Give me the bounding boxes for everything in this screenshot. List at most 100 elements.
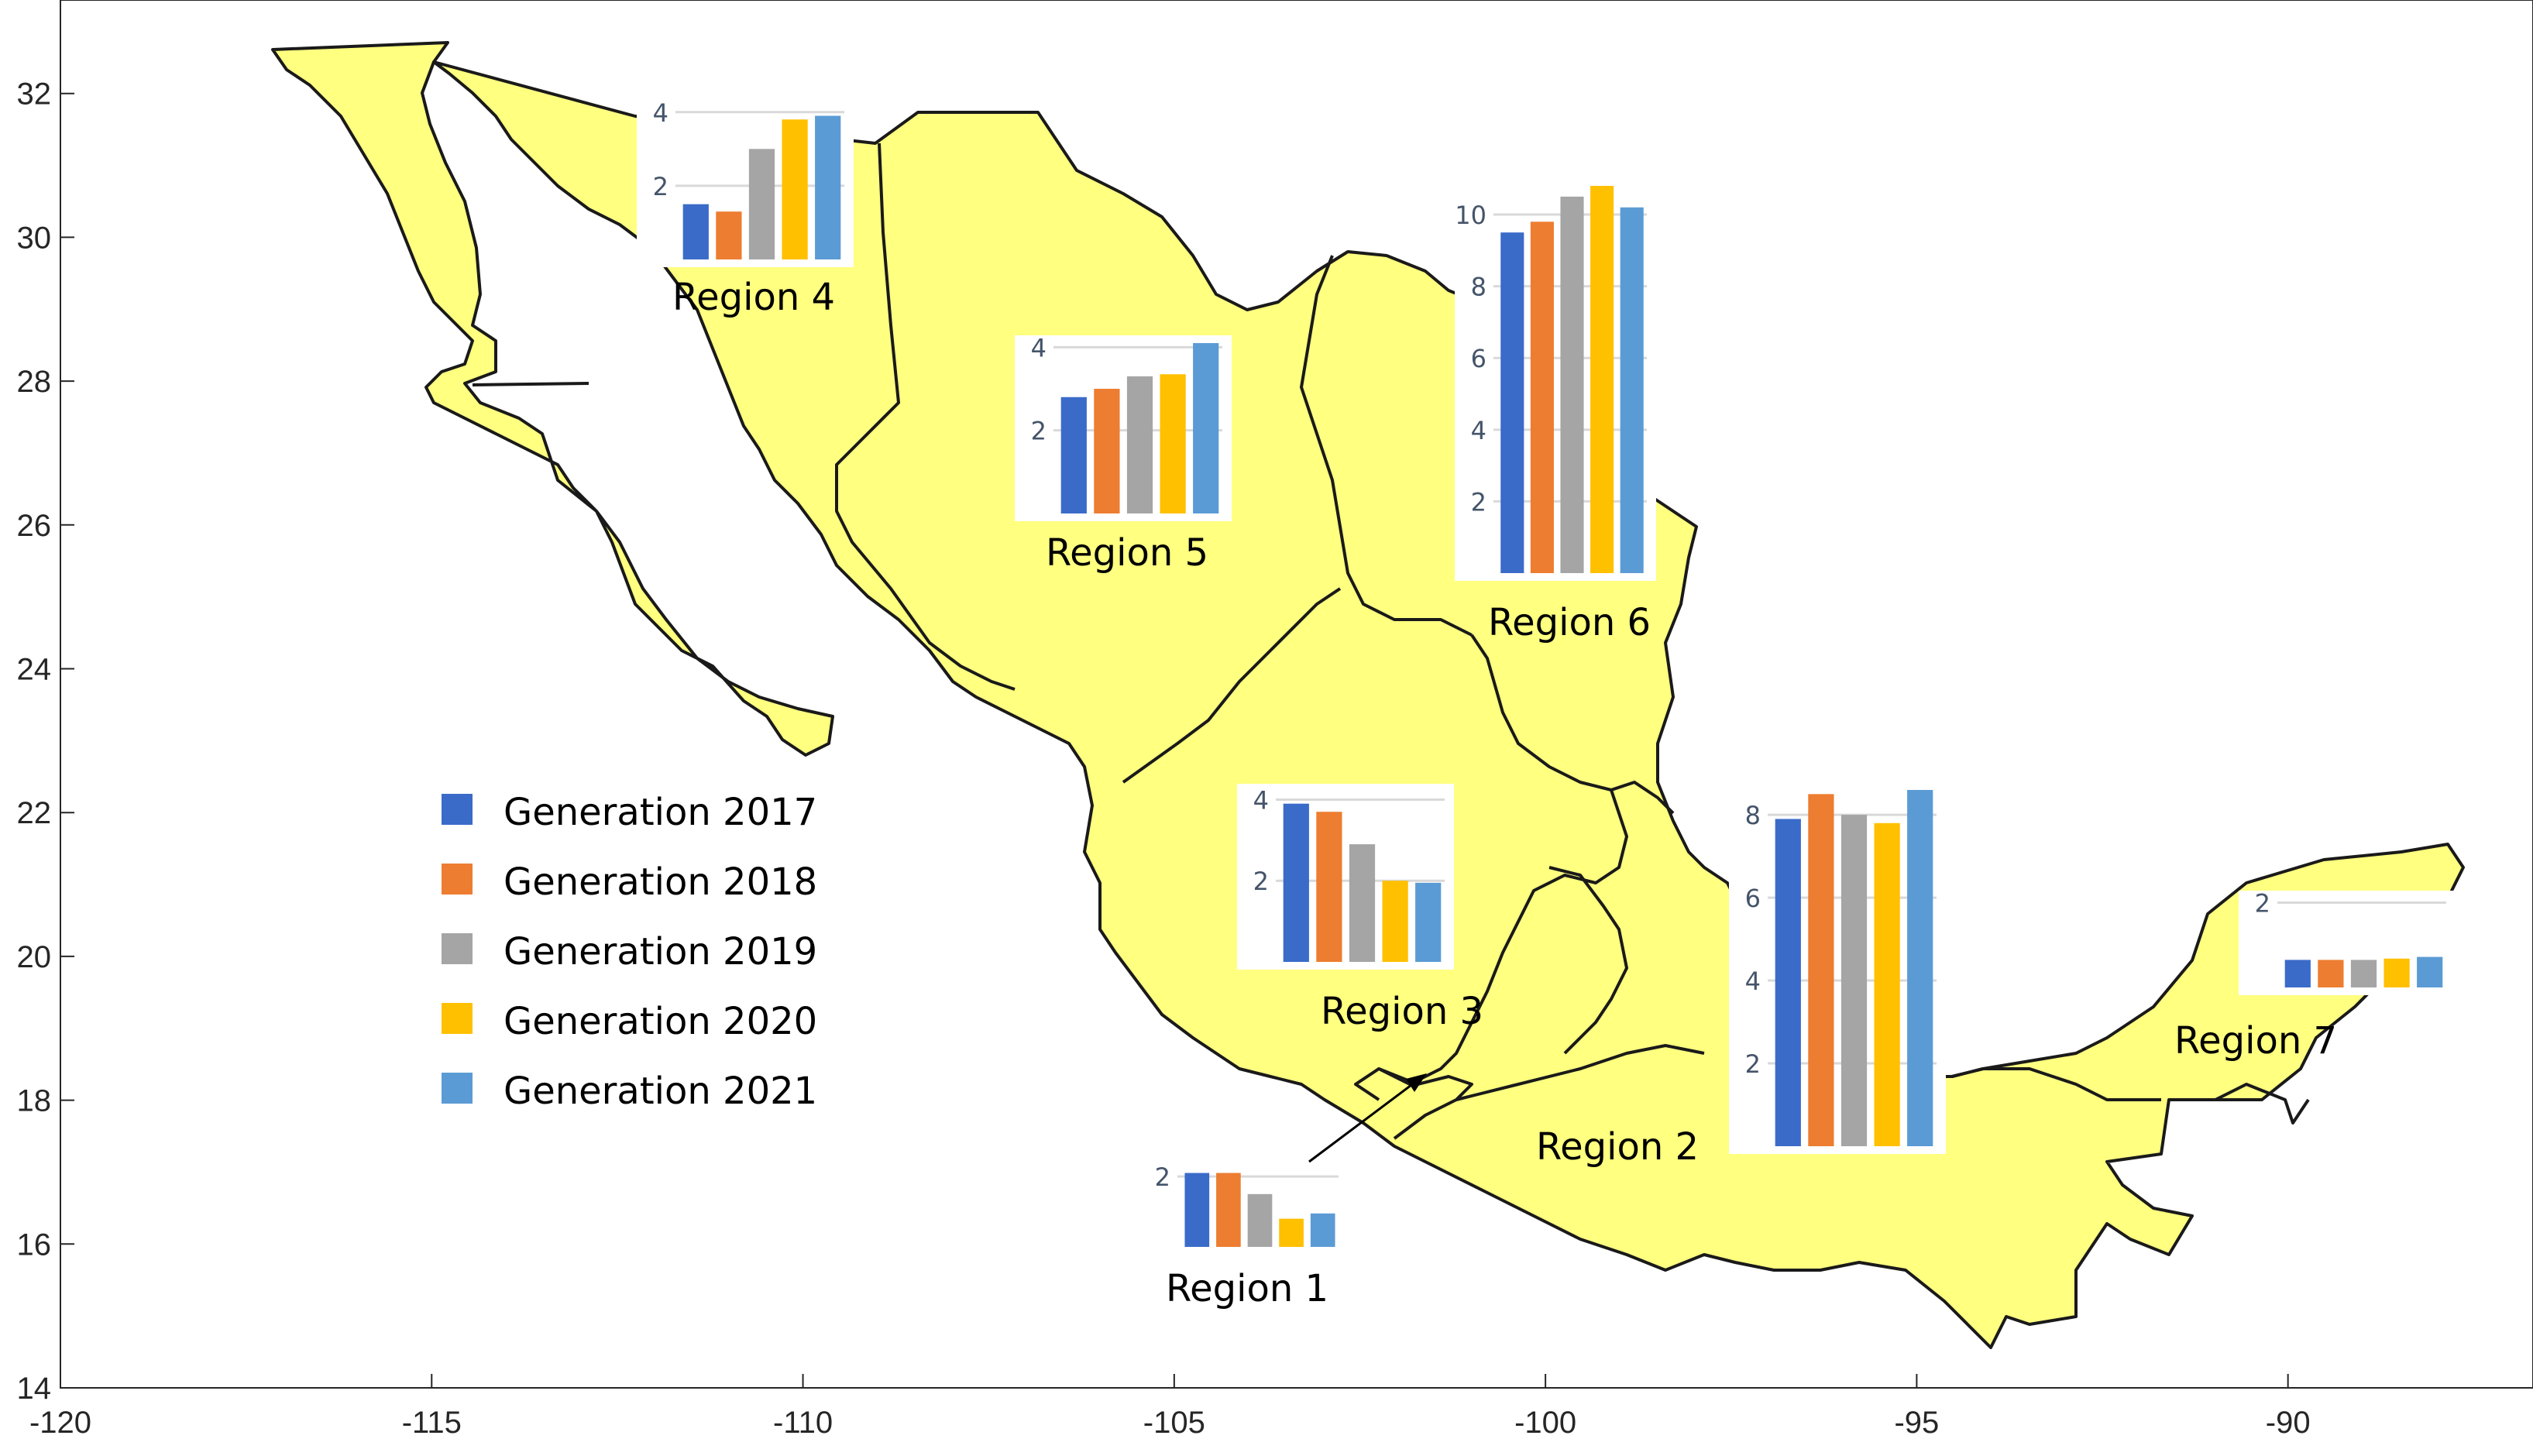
mini-chart-region-2: 2 4 6 8 Region 2 bbox=[1536, 782, 1946, 1169]
mini-y-tick-label: 4 bbox=[653, 98, 668, 128]
y-tick-label: 14 bbox=[17, 1372, 52, 1406]
region-label: Region 3 bbox=[1321, 990, 1483, 1033]
bar-region-3-2020 bbox=[1382, 881, 1408, 962]
mini-y-tick-label: 10 bbox=[1455, 201, 1486, 230]
border-region2-region7 bbox=[1951, 1067, 2161, 1101]
bar-region-5-2019 bbox=[1126, 376, 1153, 513]
y-tick-group: 14 16 18 20 22 24 26 28 30 32 bbox=[17, 77, 74, 1406]
legend-label: Generation 2018 bbox=[504, 860, 817, 904]
bar-region-5-2017 bbox=[1060, 397, 1087, 513]
legend-label: Generation 2020 bbox=[504, 1000, 817, 1043]
bar-region-2-2019 bbox=[1840, 815, 1868, 1146]
legend-swatch bbox=[442, 1003, 473, 1034]
bar-region-4-2020 bbox=[782, 119, 808, 259]
bar-region-7-2020 bbox=[2383, 958, 2410, 987]
mini-charts: 2 Region 1 2 4 6 8 Region 2 2 4 Region 3 2 4 Region … bbox=[637, 98, 2456, 1310]
bar-region-2-2020 bbox=[1874, 822, 1900, 1146]
bar-region-7-2018 bbox=[2318, 960, 2344, 987]
bar-region-1-2017 bbox=[1184, 1173, 1210, 1247]
bar-region-3-2018 bbox=[1316, 812, 1342, 962]
bar-region-1-2018 bbox=[1216, 1173, 1241, 1247]
bar-region-2-2021 bbox=[1907, 790, 1933, 1146]
x-tick-label: -120 bbox=[29, 1406, 91, 1440]
bar-region-6-2020 bbox=[1590, 186, 1614, 573]
y-tick-label: 20 bbox=[17, 940, 52, 974]
legend-swatch bbox=[442, 1073, 473, 1104]
border-region4-region5 bbox=[835, 143, 1016, 691]
bar-region-4-2021 bbox=[815, 115, 841, 259]
legend-swatch bbox=[442, 933, 473, 964]
region-borders bbox=[835, 143, 2310, 1140]
legend-label: Generation 2017 bbox=[504, 791, 817, 834]
y-tick-label: 30 bbox=[17, 221, 52, 255]
bar-region-2-2017 bbox=[1775, 819, 1801, 1146]
x-tick-label: -110 bbox=[773, 1406, 833, 1440]
mini-y-tick-label: 6 bbox=[1745, 884, 1761, 913]
mini-y-tick-label: 2 bbox=[1031, 417, 1047, 446]
mini-chart-region-7: 2 Region 7 bbox=[2174, 888, 2456, 1063]
bar-region-5-2018 bbox=[1094, 389, 1120, 513]
region-label: Region 5 bbox=[1046, 531, 1208, 575]
bar-region-4-2017 bbox=[682, 204, 709, 259]
bar-region-5-2020 bbox=[1160, 374, 1186, 513]
baja-state-border bbox=[472, 382, 589, 386]
y-tick-label: 28 bbox=[17, 365, 52, 399]
bar-region-1-2020 bbox=[1279, 1218, 1304, 1247]
baja-california-land bbox=[271, 41, 834, 757]
bar-region-5-2021 bbox=[1193, 343, 1219, 513]
border-region3-region6 bbox=[1470, 634, 1675, 815]
mini-y-tick-label: 6 bbox=[1471, 344, 1486, 373]
border-region5-region6 bbox=[1300, 255, 1473, 637]
mini-y-tick-label: 8 bbox=[1471, 273, 1486, 302]
mini-y-tick-label: 2 bbox=[1471, 487, 1486, 517]
y-tick-label: 32 bbox=[17, 77, 52, 112]
mini-chart-region-4: 2 4 Region 4 bbox=[637, 98, 854, 319]
region-label: Region 2 bbox=[1536, 1125, 1699, 1169]
mini-y-tick-label: 8 bbox=[1745, 801, 1761, 830]
region-label: Region 6 bbox=[1488, 601, 1651, 644]
legend-label: Generation 2019 bbox=[504, 930, 817, 974]
bar-region-4-2019 bbox=[748, 149, 775, 259]
x-tick-label: -105 bbox=[1143, 1406, 1205, 1440]
mini-chart-region-1: 2 Region 1 bbox=[1139, 1162, 1348, 1310]
mini-chart-region-3: 2 4 Region 3 bbox=[1237, 784, 1483, 1033]
legend-swatch bbox=[442, 794, 473, 825]
mini-y-tick-label: 2 bbox=[1745, 1049, 1761, 1079]
map-axes: -120 -115 -110 -105 -100 -95 -90 1416182022242… bbox=[17, 0, 2533, 1440]
mini-y-tick-label: 4 bbox=[1253, 785, 1269, 815]
border-region5-region3 bbox=[1122, 587, 1342, 784]
axes-frame bbox=[60, 0, 2533, 1389]
bar-region-3-2017 bbox=[1283, 803, 1309, 962]
x-tick-label: -90 bbox=[2266, 1406, 2311, 1440]
region-label: Region 4 bbox=[672, 276, 835, 319]
mini-y-tick-label: 2 bbox=[653, 172, 668, 201]
bar-region-7-2017 bbox=[2284, 960, 2311, 987]
bar-region-3-2019 bbox=[1349, 844, 1376, 962]
y-tick-label: 16 bbox=[17, 1228, 52, 1262]
x-tick-group: -120 -115 -110 -105 -100 -95 -90 bbox=[29, 1374, 2311, 1440]
mini-y-tick-label: 2 bbox=[1155, 1162, 1170, 1192]
y-tick-label: 26 bbox=[17, 509, 52, 543]
bar-region-1-2019 bbox=[1247, 1193, 1273, 1247]
mini-y-tick-label: 2 bbox=[2255, 888, 2270, 918]
legend-swatch bbox=[442, 864, 473, 895]
x-tick-label: -95 bbox=[1894, 1406, 1939, 1440]
x-tick-label: -115 bbox=[402, 1406, 462, 1440]
bar-region-6-2021 bbox=[1620, 207, 1644, 573]
mini-chart-region-6: 2 4 6 8 10 Region 6 bbox=[1455, 178, 1656, 644]
bar-region-6-2017 bbox=[1500, 232, 1524, 573]
region1-arrow bbox=[1308, 1073, 1427, 1163]
region-label: Region 7 bbox=[2174, 1019, 2337, 1063]
y-tick-label: 24 bbox=[17, 653, 52, 687]
legend-label: Generation 2021 bbox=[504, 1070, 817, 1113]
bar-region-3-2021 bbox=[1415, 882, 1442, 962]
legend: Generation 2017 Generation 2018 Generation… bbox=[442, 791, 817, 1113]
bar-region-6-2019 bbox=[1560, 196, 1584, 573]
y-tick-label: 18 bbox=[17, 1084, 52, 1118]
bar-region-7-2019 bbox=[2350, 960, 2377, 987]
region1-arrow-line bbox=[1308, 1079, 1418, 1163]
bar-region-2-2018 bbox=[1808, 794, 1834, 1146]
bar-region-4-2018 bbox=[716, 211, 742, 259]
mini-chart-region-5: 2 4 Region 5 bbox=[1015, 333, 1232, 575]
